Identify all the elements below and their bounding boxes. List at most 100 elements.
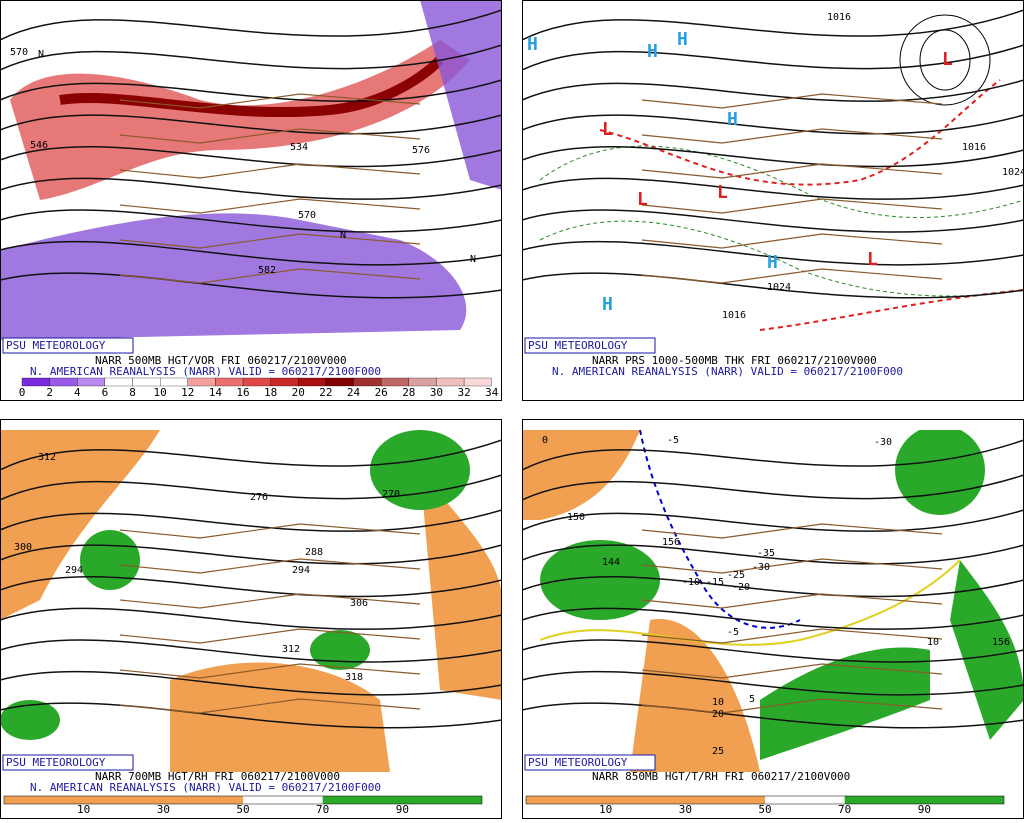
contour-line [0,240,502,266]
state-border [641,593,943,609]
pressure-center: H [767,252,778,273]
scale-label: 10 [77,803,90,816]
contour-label: 570 [298,210,316,221]
contour-label: 288 [305,547,323,558]
scale-swatch [215,377,244,387]
contour-line [0,670,502,696]
contour-label: 276 [250,492,268,503]
state-border [641,628,943,644]
contour-line [522,544,1024,565]
state-border [119,523,421,539]
contour-label: 1016 [827,12,851,23]
scale-label: 50 [236,803,249,816]
contour-line [522,474,1024,501]
subcaption: N. AMERICAN REANALYSIS (NARR) VALID = 06… [30,365,381,378]
contour-line [0,544,502,565]
scale-swatch [242,377,271,387]
scale-label: 28 [402,386,415,399]
subcaption: N. AMERICAN REANALYSIS (NARR) VALID = 06… [30,781,381,794]
contour-line [0,114,502,135]
contour-label: 270 [382,489,400,500]
contour-label: 1016 [722,310,746,321]
contour-line [0,146,502,168]
contour-label: 294 [65,565,83,576]
contour-line [522,607,1024,630]
badge-box [2,337,134,354]
contour-line [522,702,1024,729]
contour-line [522,272,1024,299]
state-border [119,558,421,574]
contour-line [0,509,502,532]
pressure-center: H [647,41,658,62]
contour-label: 294 [292,565,310,576]
pressure-center: H [727,109,738,130]
pressure-center: H [677,29,688,50]
scale-swatch [463,377,492,387]
contour-line [0,639,502,663]
contour-label: 0 [542,435,548,446]
contour-label: 5 [749,694,755,705]
contour-line [0,209,502,233]
contour-label: 300 [14,542,32,553]
scale-box [525,795,1005,805]
contour-line [522,209,1024,233]
state-border [641,268,943,284]
contour-label: 20 [712,709,724,720]
contour-label: 10 [927,637,939,648]
contour-line [522,44,1024,71]
caption: NARR PRS 1000-500MB THK FRI 060217/2100V… [592,354,877,367]
scale-swatch [381,377,409,387]
contour-line [0,607,502,630]
contour-label: -30 [752,562,770,573]
scale-label: 12 [181,386,194,399]
contour-label: 156 [992,637,1010,648]
badge: PSU METEOROLOGY [6,756,106,769]
contour-line [522,576,1024,598]
contour-line [0,79,502,102]
state-border [641,233,943,249]
contour-label: N [340,230,346,241]
contour-line [522,439,1024,471]
scale-label: 50 [758,803,771,816]
scale-box [3,795,483,805]
scale-label: 70 [316,803,329,816]
scale-label: 30 [430,386,443,399]
badge-box [524,337,656,354]
scale-swatch [526,796,765,804]
state-border [119,628,421,644]
scale-label: 0 [19,386,26,399]
badge-box [2,754,134,771]
contour-label: 10 [712,697,724,708]
contour-label: -5 [727,627,739,638]
pressure-center: L [637,189,648,210]
contour-line [0,702,502,729]
contour-label: -10 [682,577,700,588]
contour-label: 312 [38,452,56,463]
contour-label: 144 [602,557,620,568]
contour-line [0,474,502,501]
state-border [119,198,421,214]
scale-label: 18 [264,386,277,399]
scale-label: 14 [209,386,223,399]
badge: PSU METEOROLOGY [6,339,106,352]
contour-label: 318 [345,672,363,683]
scale-label: 34 [485,386,499,399]
scale-label: 2 [46,386,53,399]
scale-label: 32 [457,386,470,399]
contour-label: 546 [30,140,48,151]
state-border [641,128,943,144]
scale-label: 30 [679,803,692,816]
scale-label: 6 [102,386,109,399]
scale-label: 4 [74,386,81,399]
scale-swatch [408,377,437,387]
contour-line [0,9,502,41]
scale-swatch [353,377,382,387]
contour-label: 534 [290,142,308,153]
contour-line [522,240,1024,266]
scale-swatch [77,377,106,387]
scale-label: 90 [918,803,931,816]
state-border [119,698,421,714]
scale-label: 8 [129,386,136,399]
contour-label: -20 [732,582,750,593]
contour-line [522,639,1024,663]
